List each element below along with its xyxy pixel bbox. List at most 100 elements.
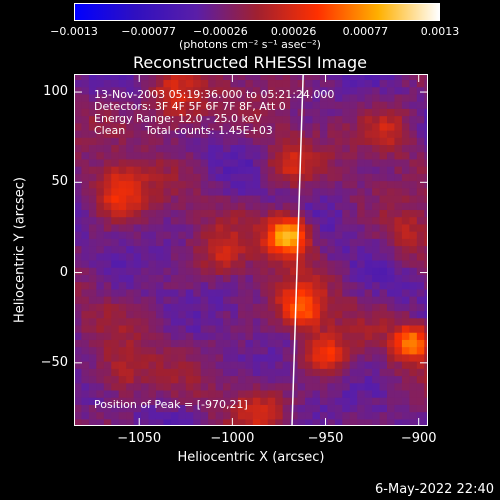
heatmap-cell: [379, 231, 388, 239]
heatmap-cell: [81, 86, 90, 95]
heatmap-cell: [379, 245, 388, 254]
heatmap-cell: [185, 187, 194, 196]
heatmap-cell: [126, 137, 135, 145]
heatmap-cell: [387, 122, 396, 131]
heatmap-cell: [141, 368, 150, 377]
heatmap-cell: [245, 296, 254, 304]
heatmap-cell: [200, 158, 209, 167]
heatmap-cell: [163, 129, 172, 138]
heatmap-cell: [103, 122, 112, 131]
heatmap-cell: [163, 158, 172, 167]
heatmap-cell: [312, 303, 321, 312]
heatmap-cell: [424, 122, 428, 131]
heatmap-cell: [230, 238, 239, 247]
heatmap-cell: [416, 158, 425, 167]
heatmap-cell: [141, 151, 150, 160]
heatmap-cell: [394, 231, 403, 239]
heatmap-cell: [379, 411, 388, 420]
heatmap-cell: [379, 209, 388, 218]
heatmap-cell: [424, 115, 428, 124]
heatmap-cell: [319, 346, 328, 355]
heatmap-cell: [133, 346, 142, 355]
heatmap-cell: [245, 122, 254, 131]
heatmap-cell: [185, 216, 194, 225]
heatmap-cell: [103, 223, 112, 232]
heatmap-cell: [416, 267, 425, 275]
heatmap-cell: [103, 296, 112, 304]
heatmap-cell: [327, 238, 336, 247]
heatmap-cell: [88, 288, 97, 297]
heatmap-cell: [245, 281, 254, 290]
heatmap-cell: [297, 223, 306, 232]
heatmap-cell: [372, 79, 381, 88]
heatmap-cell: [74, 122, 83, 131]
heatmap-cell: [148, 375, 157, 384]
heatmap-cell: [416, 238, 425, 247]
heatmap-cell: [342, 353, 351, 362]
heatmap-cell: [305, 368, 314, 377]
heatmap-cell: [267, 317, 276, 326]
heatmap-cell: [133, 332, 142, 340]
heatmap-cell: [126, 317, 135, 326]
heatmap-cell: [193, 245, 202, 254]
heatmap-cell: [416, 361, 425, 369]
heatmap-cell: [424, 86, 428, 95]
heatmap-cell: [267, 389, 276, 398]
heatmap-cell: [401, 108, 410, 117]
heatmap-cell: [237, 231, 247, 239]
heatmap-cell: [282, 216, 291, 225]
heatmap-cell: [372, 259, 381, 268]
heatmap-cell: [200, 310, 209, 319]
colorbar-tick-label: −0.0013: [50, 25, 98, 38]
heatmap-cell: [290, 202, 299, 210]
heatmap-cell: [372, 223, 381, 232]
heatmap-cell: [185, 166, 194, 174]
heatmap-cell: [409, 115, 418, 124]
heatmap-cell: [372, 332, 381, 340]
heatmap-cell: [260, 346, 269, 355]
heatmap-cell: [185, 252, 194, 261]
heatmap-cell: [193, 339, 202, 348]
heatmap-cell: [111, 74, 120, 81]
heatmap-cell: [200, 202, 209, 210]
heatmap-cell: [81, 74, 90, 81]
heatmap-cell: [141, 324, 150, 333]
heatmap-cell: [379, 180, 388, 189]
heatmap-cell: [141, 209, 150, 218]
heatmap-cell: [416, 296, 425, 304]
heatmap-cell: [372, 216, 381, 225]
heatmap-cell: [74, 418, 83, 426]
heatmap-cell: [260, 281, 269, 290]
heatmap-cell: [118, 223, 127, 232]
heatmap-cell: [148, 324, 157, 333]
heatmap-cell: [252, 332, 261, 340]
heatmap-cell: [103, 166, 112, 174]
heatmap-cell: [170, 101, 179, 109]
heatmap-cell: [409, 382, 418, 391]
heatmap-cell: [305, 245, 314, 254]
heatmap-cell: [349, 108, 358, 117]
heatmap-cell: [245, 74, 254, 81]
heatmap-cell: [133, 231, 142, 239]
heatmap-cell: [282, 310, 291, 319]
heatmap-cell: [342, 361, 351, 369]
heatmap-cell: [416, 74, 425, 81]
heatmap-cell: [81, 202, 90, 210]
heatmap-cell: [409, 361, 418, 369]
heatmap-cell: [327, 173, 336, 182]
heatmap-cell: [357, 267, 366, 275]
heatmap-cell: [133, 245, 142, 254]
heatmap-cell: [170, 361, 179, 369]
heatmap-cell: [260, 223, 269, 232]
heatmap-cell: [424, 281, 428, 290]
heatmap-cell: [81, 187, 90, 196]
heatmap-cell: [223, 238, 232, 247]
heatmap-cell: [118, 259, 127, 268]
heatmap-cell: [81, 418, 90, 426]
heatmap-cell: [74, 166, 83, 174]
heatmap-cell: [312, 288, 321, 297]
heatmap-cell: [208, 209, 217, 218]
heatmap-cell: [282, 259, 291, 268]
heatmap-cell: [237, 411, 247, 420]
heatmap-cell: [372, 180, 381, 189]
